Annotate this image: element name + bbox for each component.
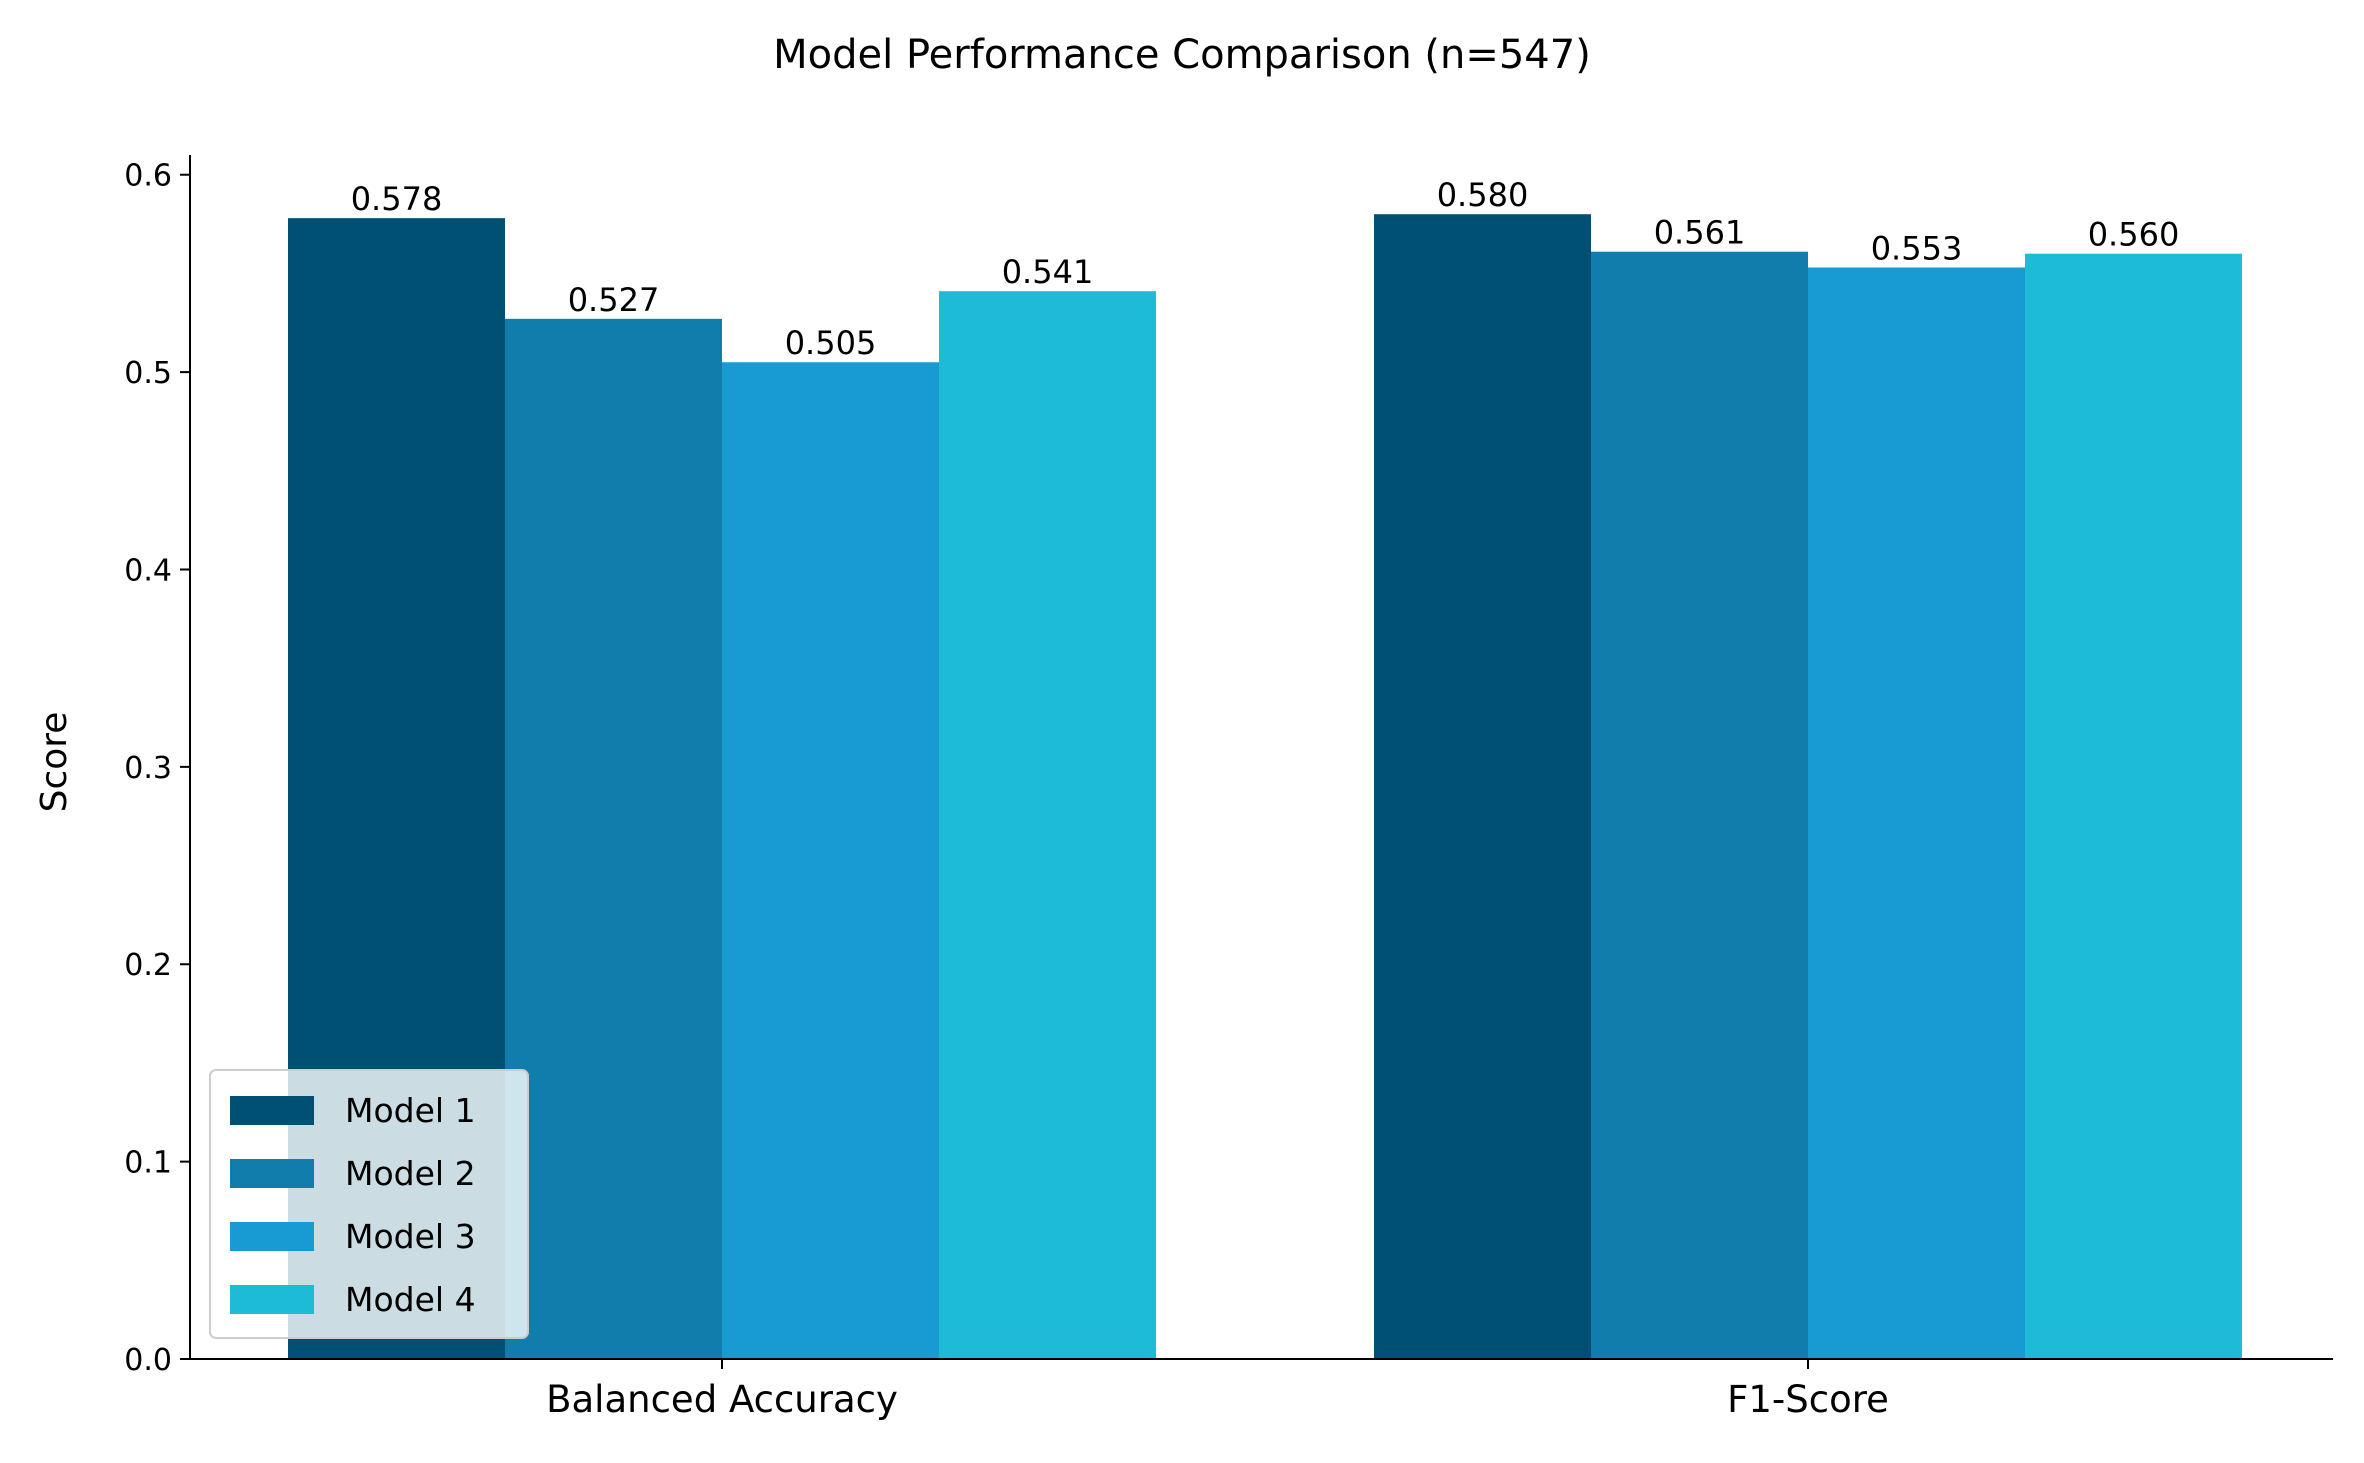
y-tick-label: 0.6 xyxy=(124,159,172,194)
data-label: 0.541 xyxy=(1002,253,1094,291)
y-tick-label: 0.3 xyxy=(124,751,172,786)
legend-swatch-model-3 xyxy=(230,1222,314,1251)
legend-label-model-3: Model 3 xyxy=(345,1217,476,1256)
y-tick-label: 0.5 xyxy=(124,356,172,391)
bar-model-4-cat-1 xyxy=(939,291,1156,1359)
legend-label-model-1: Model 1 xyxy=(345,1091,476,1130)
chart-title: Model Performance Comparison (n=547) xyxy=(773,32,1591,78)
legend-box xyxy=(209,1069,529,1339)
data-label: 0.580 xyxy=(1437,176,1529,214)
y-axis-label: Score xyxy=(34,712,75,813)
bar-model-3-cat-2 xyxy=(1808,267,2025,1360)
y-tick-label: 0.4 xyxy=(124,553,172,588)
y-tick-label: 0.2 xyxy=(124,948,172,983)
bar-model-4-cat-2 xyxy=(2025,253,2242,1360)
bar-model-2-cat-1 xyxy=(505,318,722,1359)
data-label: 0.505 xyxy=(785,324,877,362)
bar-model-2-cat-2 xyxy=(1591,251,1808,1360)
y-tick-label: 0.0 xyxy=(124,1343,172,1378)
bar-model-1-cat-2 xyxy=(1374,214,1591,1359)
legend: Model 1 Model 2 Model 3 Model 4 xyxy=(209,1069,529,1339)
x-tick-label: F1-Score xyxy=(1727,1378,1889,1421)
plot-area: 0.578 0.580 0.527 0.561 0.505 0.553 0.541 0.560… xyxy=(124,155,2333,1421)
legend-swatch-model-1 xyxy=(230,1096,314,1125)
data-label: 0.560 xyxy=(2088,216,2180,254)
x-tick-label: Balanced Accuracy xyxy=(546,1378,898,1421)
data-label: 0.578 xyxy=(351,180,443,218)
legend-swatch-model-4 xyxy=(230,1285,314,1314)
legend-swatch-model-2 xyxy=(230,1159,314,1188)
data-label: 0.553 xyxy=(1871,230,1963,268)
data-label: 0.527 xyxy=(568,281,660,319)
y-tick-label: 0.1 xyxy=(124,1146,172,1181)
legend-label-model-4: Model 4 xyxy=(345,1280,476,1319)
data-label: 0.561 xyxy=(1654,214,1746,252)
bar-model-3-cat-1 xyxy=(722,362,939,1359)
legend-label-model-2: Model 2 xyxy=(345,1154,476,1193)
